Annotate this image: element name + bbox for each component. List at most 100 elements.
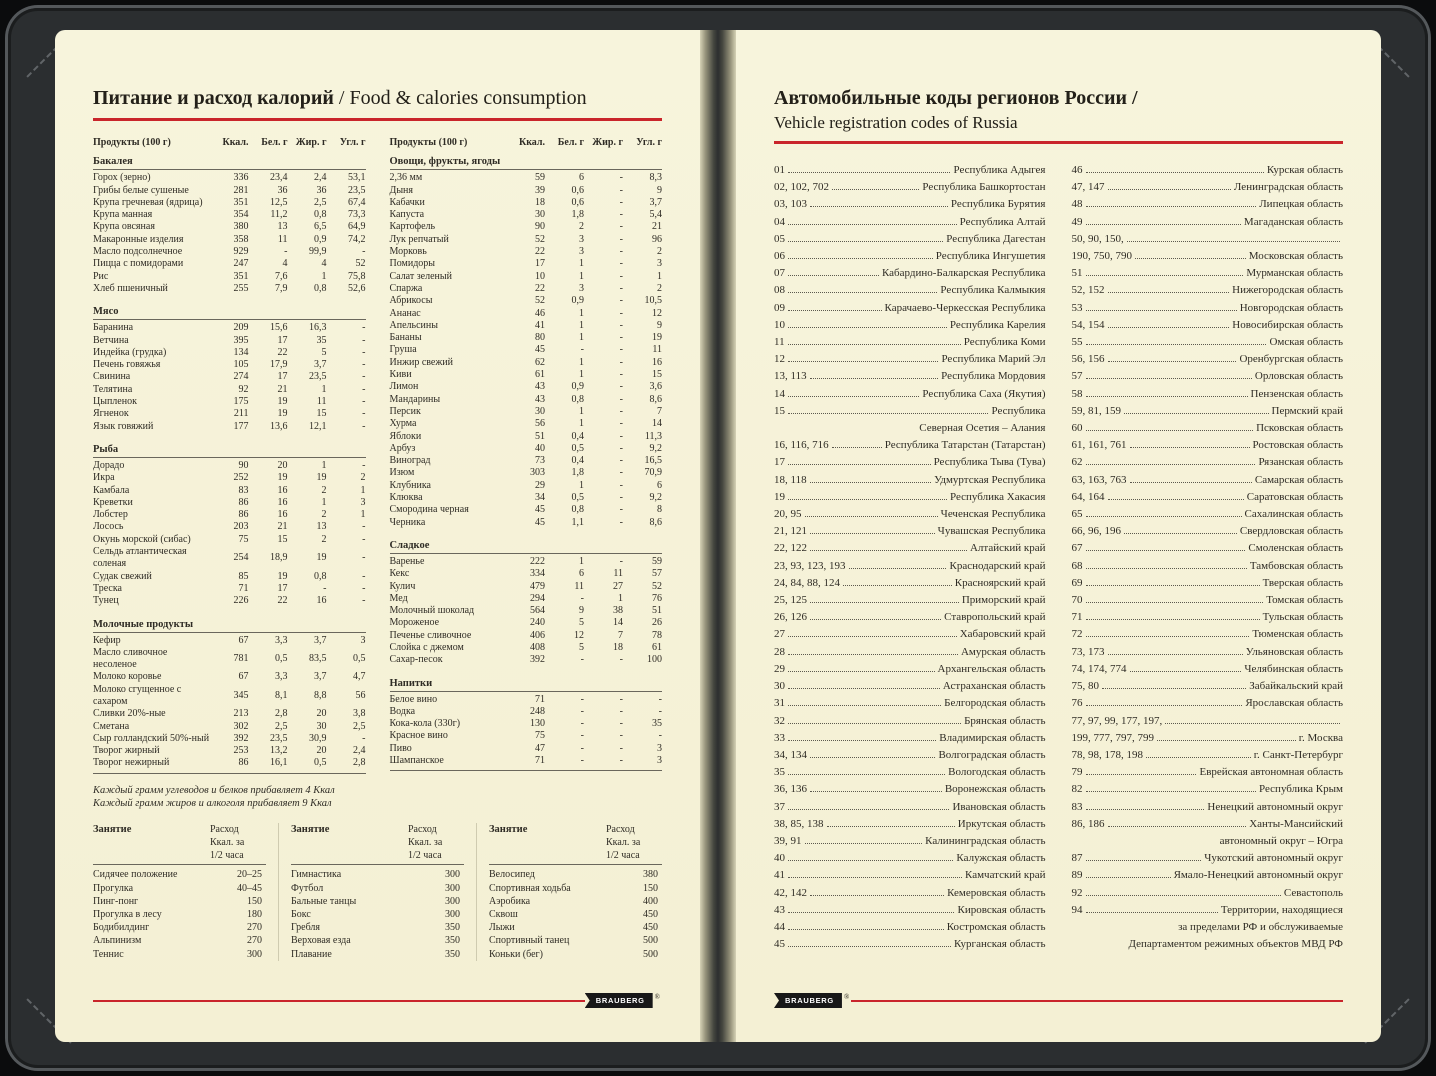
food-row: Спаржа 22 3 - 2 xyxy=(390,283,663,295)
activity-kcal: 270 xyxy=(247,922,262,934)
dot-leader xyxy=(1085,870,1171,879)
food-section: Напитки Белое вино 71- - - Водка 248- - - Кока-ко… xyxy=(389,677,663,768)
protein-value: 3,3 xyxy=(275,634,288,646)
title-rule xyxy=(93,118,662,121)
code-numbers: 37 xyxy=(774,800,785,813)
product-name: Лук репчатый xyxy=(389,233,449,245)
dot-leader xyxy=(788,268,879,277)
product-name: Морковь xyxy=(389,246,427,258)
code-numbers: 79 xyxy=(1071,766,1083,779)
code-numbers: 72 xyxy=(1071,628,1083,641)
fat-value: 3,7 xyxy=(314,359,327,371)
carbs-value: - xyxy=(362,322,366,334)
protein-value: 0,6 xyxy=(571,184,585,196)
dot-leader xyxy=(788,165,951,173)
product-name: Хурма xyxy=(389,418,417,430)
kcal-value: 248 xyxy=(530,705,545,717)
protein-value: 18,9 xyxy=(270,552,288,564)
activity-kcal: 300 xyxy=(445,882,460,894)
kcal-value: 247 xyxy=(233,258,249,270)
region-name: Амурская область xyxy=(960,645,1046,658)
carbs-value: - xyxy=(658,705,662,717)
carbs-value: 15 xyxy=(652,369,662,381)
product-name: 2,36 мм xyxy=(389,172,423,184)
food-col-1: Продукты (100 г) Ккал. Бел. г Жир. г Угл… xyxy=(93,137,366,774)
kcal-value: 46 xyxy=(535,307,545,319)
kcal-value: 67 xyxy=(238,634,249,646)
kcal-value: 56 xyxy=(535,418,545,430)
region-name: Приморский край xyxy=(961,594,1046,607)
carbs-value: 9,2 xyxy=(649,492,663,504)
kcal-value: 90 xyxy=(535,221,545,233)
code-line: 61, 161, 761 Ростовская область xyxy=(1072,437,1344,454)
fat-value: - xyxy=(619,246,623,258)
carbs-value: 67,4 xyxy=(348,196,366,208)
code-numbers: 33 xyxy=(774,731,785,744)
region-name: Владимирская область xyxy=(939,731,1046,744)
kcal-value: 73 xyxy=(535,455,545,467)
kcal-value: 40 xyxy=(535,442,545,454)
dot-leader xyxy=(1085,302,1237,311)
region-name: Территории, находящиеся xyxy=(1220,903,1343,916)
protein-value: 0,5 xyxy=(275,652,288,664)
product-name: Бананы xyxy=(389,332,422,344)
region-name: Московская область xyxy=(1248,250,1343,263)
carbs-value: 1 xyxy=(657,270,662,282)
fat-value: 36 xyxy=(316,184,327,196)
food-section-title: Сладкое xyxy=(389,539,662,554)
registered-trademark-icon: ® xyxy=(843,993,850,1001)
fat-value: 1 xyxy=(321,459,327,471)
code-numbers: 08 xyxy=(774,284,785,297)
fat-value: - xyxy=(619,442,623,454)
kcal-value: 39 xyxy=(535,184,545,196)
kcal-value: 61 xyxy=(535,369,545,381)
fat-value: 30 xyxy=(316,720,327,732)
protein-value: 8,1 xyxy=(275,689,288,701)
region-name: Иркутская область xyxy=(957,817,1046,830)
carbs-value: 11,3 xyxy=(644,430,662,442)
activity-name: Спортивная ходьба xyxy=(489,882,571,894)
food-row: Киви 61 1 - 15 xyxy=(390,369,663,381)
activity-header-label: Занятие xyxy=(93,823,132,835)
fat-value: 0,8 xyxy=(314,209,327,221)
protein-value: 6 xyxy=(579,568,584,580)
dot-leader xyxy=(826,818,955,827)
code-numbers: 65 xyxy=(1071,508,1083,521)
code-line: 42, 142 Кемеровская область xyxy=(774,885,1046,902)
code-numbers: 40 xyxy=(774,852,785,865)
region-name: Республика Ингушетия xyxy=(935,250,1046,263)
food-row: Хлеб пшеничный 255 7,9 0,8 52,6 xyxy=(93,283,366,295)
region-codes-list: 01 Республика Адыгея 02, 102, 702 Республик… xyxy=(774,162,1343,953)
fat-value: 19 xyxy=(316,552,327,564)
kcal-value: 302 xyxy=(233,720,249,732)
code-numbers: 47, 147 xyxy=(1071,181,1105,194)
activity-kcal: 500 xyxy=(643,935,658,947)
food-row: Творог нежирный 86 16,1 0,5 2,8 xyxy=(93,757,366,769)
dot-leader xyxy=(788,457,931,466)
protein-value: 1 xyxy=(579,332,584,344)
food-row: Судак свежий 85 19 0,8 - xyxy=(93,571,366,583)
registered-trademark-icon: ® xyxy=(654,993,660,1001)
code-numbers: 18, 118 xyxy=(774,473,807,486)
activity-group: Занятие Расход Ккал. за 1/2 часа Велосипед… xyxy=(476,822,662,961)
food-section: Бакалея Горох (зерно) 336 23,4 2,4 53,1 Грибы … xyxy=(93,155,366,295)
activity-row: Плавание 350 xyxy=(291,948,464,961)
carbs-value: 3 xyxy=(657,755,662,767)
kcal-value: 90 xyxy=(238,459,249,471)
activity-row: Прогулка 40–45 xyxy=(93,882,266,895)
food-row: Белое вино 71 - - - xyxy=(390,694,663,706)
activity-kcal: 350 xyxy=(445,935,460,947)
code-numbers: 58 xyxy=(1071,387,1083,400)
kcal-value: 47 xyxy=(535,742,545,754)
food-row: Крупа манная 354 11,2 0,8 73,3 xyxy=(93,209,366,221)
region-name: Республика Саха (Якутия) xyxy=(922,387,1046,400)
dot-leader xyxy=(810,526,935,535)
page-title: Питание и расход калорий / Food & calori… xyxy=(93,86,662,121)
dot-leader xyxy=(810,887,945,896)
code-line: 08 Республика Калмыкия xyxy=(774,282,1046,299)
kcal-value: 85 xyxy=(238,570,249,582)
carbs-value: 73,3 xyxy=(348,209,366,221)
product-name: Пицца с помидорами xyxy=(93,258,184,270)
code-line: 26, 126 Ставропольский край xyxy=(774,609,1046,626)
code-line: 63, 163, 763 Самарская область xyxy=(1072,472,1344,489)
